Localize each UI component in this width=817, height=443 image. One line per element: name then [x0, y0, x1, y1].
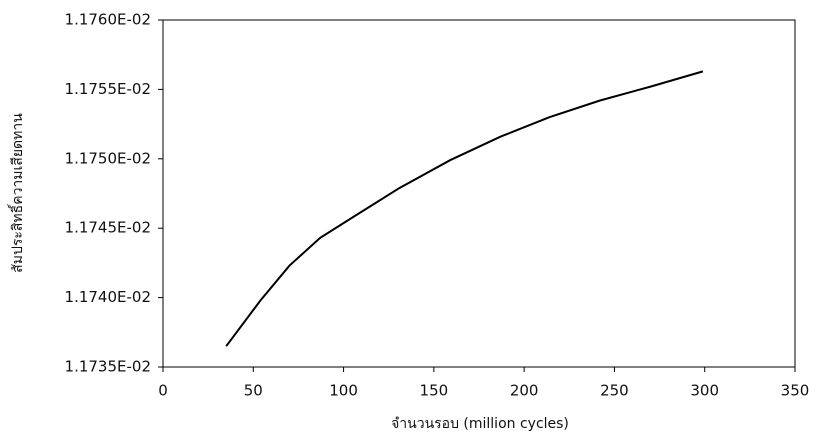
y-tick-label: 1.1745E-02 [65, 219, 151, 237]
x-tick-label: 50 [244, 382, 263, 400]
data-line [225, 70, 704, 347]
x-tick-label: 200 [510, 382, 539, 400]
x-tick-label: 0 [158, 382, 168, 400]
plot-frame [162, 19, 796, 368]
y-tick-label: 1.1750E-02 [65, 149, 151, 167]
y-axis-title: สัมประสิทธิ์ความเสียดทาน [7, 113, 26, 273]
y-tick-label: 1.1735E-02 [65, 358, 151, 376]
x-tick-label: 300 [690, 382, 719, 400]
y-tick-label: 1.1760E-02 [65, 11, 151, 29]
x-tick-label: 100 [329, 382, 358, 400]
y-tick-label: 1.1755E-02 [65, 80, 151, 98]
x-tick-label: 250 [600, 382, 629, 400]
y-tick-label: 1.1740E-02 [65, 288, 151, 306]
x-axis-title: จำนวนรอบ (million cycles) [391, 416, 569, 432]
x-tick-label: 350 [781, 382, 810, 400]
x-tick-label: 150 [420, 382, 449, 400]
